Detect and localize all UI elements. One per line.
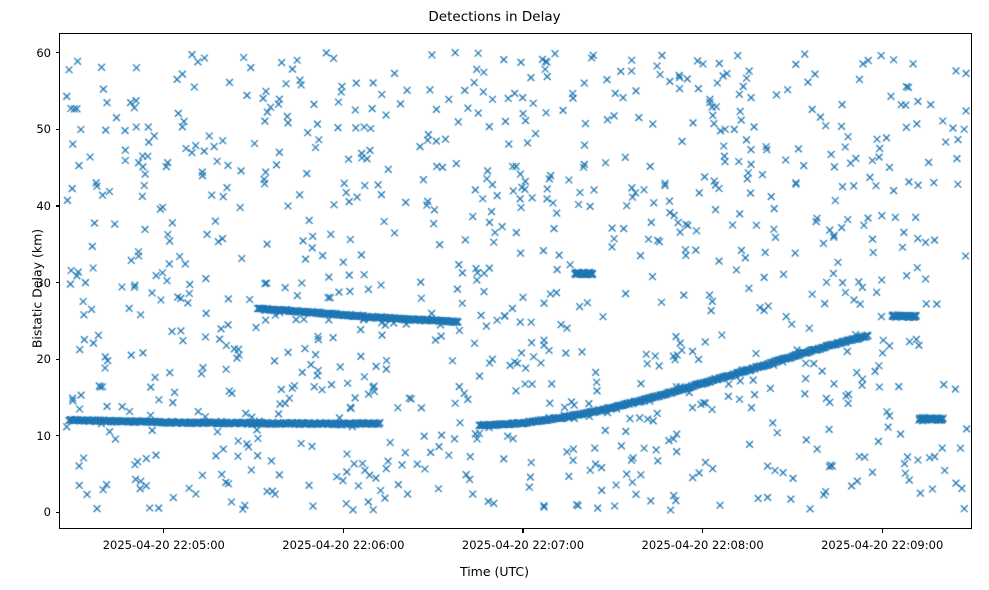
y-tick-mark (55, 282, 59, 284)
x-tick-mark (522, 529, 524, 533)
y-tick-label: 20 (36, 352, 51, 367)
x-tick-label: 2025-04-20 22:08:00 (641, 538, 764, 552)
y-tick-mark (55, 358, 59, 360)
y-tick-label: 0 (43, 505, 51, 520)
x-tick-mark (342, 529, 344, 533)
x-tick-mark (702, 529, 704, 533)
y-tick-label: 50 (36, 122, 51, 137)
y-tick-label: 10 (36, 428, 51, 443)
y-tick-mark (55, 205, 59, 207)
x-tick-mark (881, 529, 883, 533)
x-tick-label: 2025-04-20 22:06:00 (282, 538, 405, 552)
x-axis-label: Time (UTC) (459, 564, 530, 579)
x-tick-mark (163, 529, 165, 533)
x-tick-label: 2025-04-20 22:09:00 (821, 538, 944, 552)
x-tick-label: 2025-04-20 22:07:00 (461, 538, 585, 552)
y-tick-label: 30 (36, 275, 51, 290)
scatter-canvas (60, 34, 971, 528)
y-tick-label: 60 (36, 45, 51, 60)
x-tick-label: 2025-04-20 22:05:00 (102, 538, 225, 552)
y-tick-mark (55, 435, 59, 437)
y-tick-mark (55, 52, 59, 54)
y-tick-label: 40 (36, 198, 51, 213)
y-tick-mark (55, 511, 59, 513)
plot-axes-area (59, 33, 972, 529)
y-tick-mark (55, 128, 59, 131)
page-title: Detections in Delay (428, 9, 561, 25)
